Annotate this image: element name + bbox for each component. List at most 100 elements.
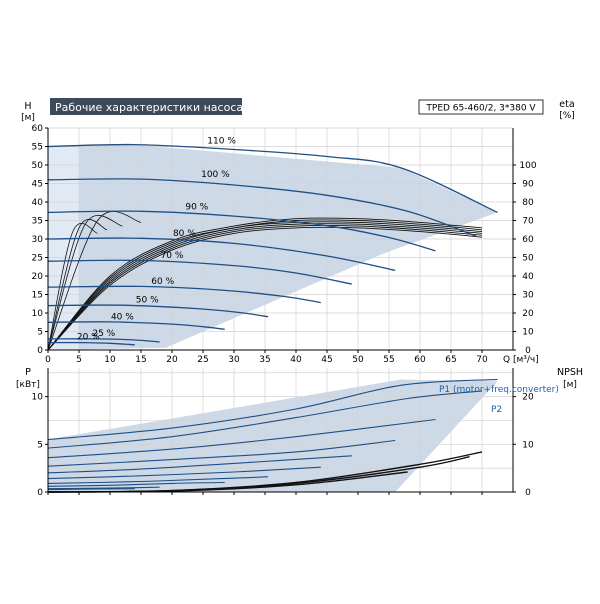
bottom-axes: 0 5 10 0 10 20 [32, 368, 534, 498]
top-y2-tick-label: 100 [519, 161, 536, 171]
power-curve [47, 486, 160, 490]
head-curves: 110 % 100 % 90 % 80 % 70 % 60 % 50 %40 % 25 %20… [47, 137, 498, 346]
power-curve [47, 378, 498, 441]
bottom-y2-tick-label: 0 [525, 488, 531, 498]
top-axes: 0510152025303540455055600102030405060708… [32, 124, 537, 365]
chart-title: Рабочие характеристики насоса [55, 101, 243, 114]
efficiency-lowspeed-curve [47, 223, 98, 351]
p2-series-label: P2 [491, 405, 502, 415]
head-curve [47, 341, 135, 346]
head-curve-label: 60 % [151, 277, 174, 287]
x-tick-label: 25 [197, 355, 208, 365]
efficiency-lowspeed-curve [47, 219, 108, 351]
top-y2-tick-label: 80 [522, 198, 534, 208]
bottom-y-tick-label: 5 [37, 440, 43, 450]
head-curve [47, 210, 436, 252]
x-tick-label: 40 [290, 355, 302, 365]
bottom-y2-tick-label: 10 [522, 440, 534, 450]
chart-subtitle: TPED 65-460/2, 3*380 V [425, 104, 536, 114]
title-background [50, 98, 242, 115]
top-y-tick-label: 15 [32, 291, 43, 301]
power-curve [47, 455, 352, 474]
head-curve [47, 237, 396, 272]
top-y2-axis-unit: [%] [559, 111, 575, 121]
top-y-tick-label: 0 [37, 346, 43, 356]
top-envelope-lowflow-band [48, 145, 79, 350]
top-y-tick-label: 45 [32, 180, 43, 190]
top-y-tick-label: 10 [32, 309, 44, 319]
head-curve-label: 90 % [185, 202, 208, 212]
top-y2-tick-label: 60 [522, 235, 534, 245]
top-y-axis-symbol: H [24, 101, 31, 112]
efficiency-curves [47, 211, 483, 351]
x-tick-label: 60 [414, 355, 426, 365]
x-tick-label: 55 [383, 355, 394, 365]
top-y-tick-label: 35 [32, 217, 43, 227]
top-y-axis-unit: [м] [21, 113, 35, 123]
top-y-tick-label: 30 [32, 235, 44, 245]
power-curve [47, 418, 436, 459]
head-curve-label: 50 % [136, 296, 159, 306]
x-tick-label: 0 [45, 355, 51, 365]
top-y-tick-label: 25 [32, 254, 43, 264]
top-y2-tick-label: 30 [522, 291, 534, 301]
head-curve [47, 178, 477, 237]
head-curve-label: 25 % [92, 329, 115, 339]
efficiency-curve [47, 221, 483, 351]
power-curves [47, 378, 498, 491]
bottom-plot: 0 5 10 0 10 20 [32, 368, 534, 498]
top-y2-tick-label: 10 [522, 328, 534, 338]
efficiency-lowspeed-curve [47, 215, 123, 351]
head-curve-label: 70 % [161, 251, 184, 261]
head-curve [47, 338, 160, 343]
head-curve [47, 304, 269, 318]
x-tick-label: 70 [476, 355, 488, 365]
top-y-tick-label: 60 [32, 124, 44, 134]
head-curve [47, 259, 352, 285]
top-y2-tick-label: 40 [522, 272, 534, 282]
x-tick-label: 35 [259, 355, 270, 365]
top-y-tick-label: 50 [32, 161, 44, 171]
top-y2-tick-label: 70 [522, 217, 534, 227]
efficiency-curve [47, 225, 483, 351]
top-y2-tick-label: 0 [525, 346, 531, 356]
bottom-y-axis-symbol: P [25, 367, 31, 378]
head-curve-label: 80 % [173, 229, 196, 239]
head-curve [47, 321, 225, 330]
x-tick-label: 45 [321, 355, 332, 365]
x-tick-label: 30 [228, 355, 240, 365]
power-curve [47, 476, 269, 484]
power-curve [47, 390, 483, 449]
head-curve-label: 40 % [111, 312, 134, 322]
head-curve [47, 285, 321, 304]
power-curve [47, 481, 225, 487]
power-curve [47, 488, 135, 491]
bottom-y2-axis-symbol: NPSH [557, 367, 583, 378]
x-tick-label: 50 [352, 355, 364, 365]
x-tick-label: 10 [104, 355, 116, 365]
x-tick-label: 65 [445, 355, 456, 365]
x-axis-label: Q [м³/ч] [503, 355, 539, 365]
bottom-y-tick-label: 0 [37, 488, 43, 498]
top-y-tick-label: 55 [32, 143, 43, 153]
bottom-operating-envelope [48, 379, 498, 492]
head-curve-label: 110 % [207, 137, 236, 147]
head-curve [47, 143, 498, 213]
efficiency-curve [47, 217, 483, 351]
top-chart-title-group: Рабочие характеристики насоса TPED 65-46… [50, 98, 544, 115]
top-y2-axis-symbol: eta [559, 99, 574, 110]
bottom-y2-axis-unit: [м] [563, 380, 577, 390]
efficiency-curve [47, 226, 483, 351]
top-plot: 110 %100 %90 %80 %70 %60 %50 %40 %25 %20… [32, 124, 537, 365]
bottom-y2-tick-label: 20 [522, 393, 534, 403]
bottom-y-axis-unit: [кВт] [16, 380, 40, 390]
p1-series-label: P1 (motor+freq.converter) [439, 385, 559, 395]
x-tick-label: 5 [76, 355, 82, 365]
head-curve-label: 20 % [77, 333, 100, 343]
subtitle-box [418, 99, 544, 115]
top-y-tick-label: 20 [32, 272, 44, 282]
power-curve [47, 439, 396, 467]
head-curve-label: 100 % [201, 170, 230, 180]
